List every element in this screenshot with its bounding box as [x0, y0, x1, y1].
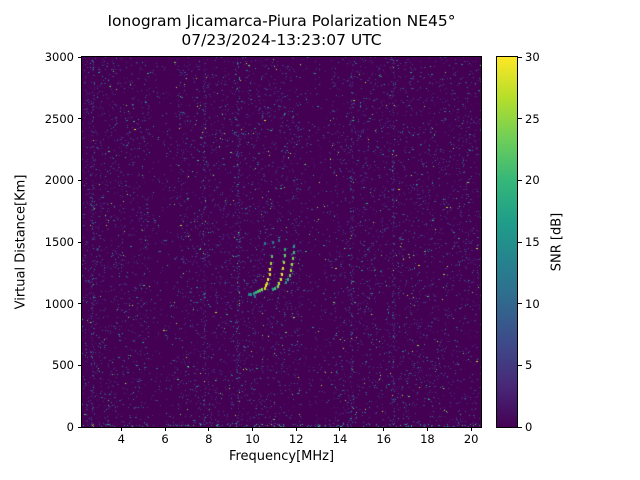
colorbar-tick-label: 25 [525, 111, 540, 126]
colorbar [496, 56, 518, 428]
x-tick [208, 427, 210, 431]
x-tick [383, 427, 385, 431]
y-tick [78, 241, 82, 243]
x-tick [426, 427, 428, 431]
colorbar-tick-label: 0 [525, 420, 533, 434]
colorbar-tick-label: 10 [525, 296, 540, 311]
x-tick [252, 427, 254, 431]
colorbar-tick-label: 5 [525, 358, 533, 373]
y-tick [78, 364, 82, 366]
x-tick-label: 16 [376, 432, 392, 446]
y-tick [78, 426, 82, 428]
y-tick-label: 2500 [44, 111, 74, 126]
y-axis-label: Virtual Distance[Km] [13, 174, 29, 310]
y-tick [78, 303, 82, 305]
chart-subtitle: 07/23/2024-13:23:07 UTC [181, 31, 382, 49]
x-tick [164, 427, 166, 431]
x-tick-label: 4 [117, 432, 125, 446]
chart-title-block: Ionogram Jicamarca-Piura Polarization NE… [82, 12, 481, 50]
y-tick [78, 56, 82, 58]
x-tick [295, 427, 297, 431]
colorbar-tick [518, 241, 522, 243]
x-tick-label: 10 [245, 432, 260, 446]
x-tick [339, 427, 341, 431]
y-tick-label: 2000 [44, 173, 74, 188]
colorbar-tick [518, 303, 522, 305]
y-tick-label: 500 [52, 358, 74, 373]
y-tick-label: 1000 [44, 296, 74, 311]
x-tick-label: 14 [332, 432, 348, 446]
colorbar-tick-label: 30 [525, 50, 540, 64]
x-tick [470, 427, 472, 431]
x-tick-label: 12 [288, 432, 304, 446]
y-tick-label: 0 [66, 420, 74, 434]
chart-title: Ionogram Jicamarca-Piura Polarization NE… [107, 12, 456, 30]
colorbar-tick [518, 56, 522, 58]
colorbar-tick [518, 179, 522, 181]
colorbar-tick [518, 426, 522, 428]
y-tick [78, 118, 82, 120]
y-tick-label: 1500 [44, 235, 74, 249]
colorbar-tick-label: 15 [525, 235, 540, 249]
x-tick-label: 8 [205, 432, 213, 446]
colorbar-label: SNR [dB] [549, 212, 565, 272]
colorbar-tick [518, 364, 522, 366]
x-axis-label: Frequency[MHz] [228, 449, 335, 464]
ionogram-heatmap-canvas [82, 57, 481, 427]
colorbar-tick [518, 118, 522, 120]
x-tick-label: 18 [420, 432, 435, 446]
y-tick [78, 179, 82, 181]
y-tick-label: 3000 [44, 50, 74, 64]
x-tick [120, 427, 122, 431]
colorbar-tick-label: 20 [525, 173, 540, 188]
x-tick-label: 6 [161, 432, 169, 446]
x-tick-label: 20 [463, 432, 479, 446]
